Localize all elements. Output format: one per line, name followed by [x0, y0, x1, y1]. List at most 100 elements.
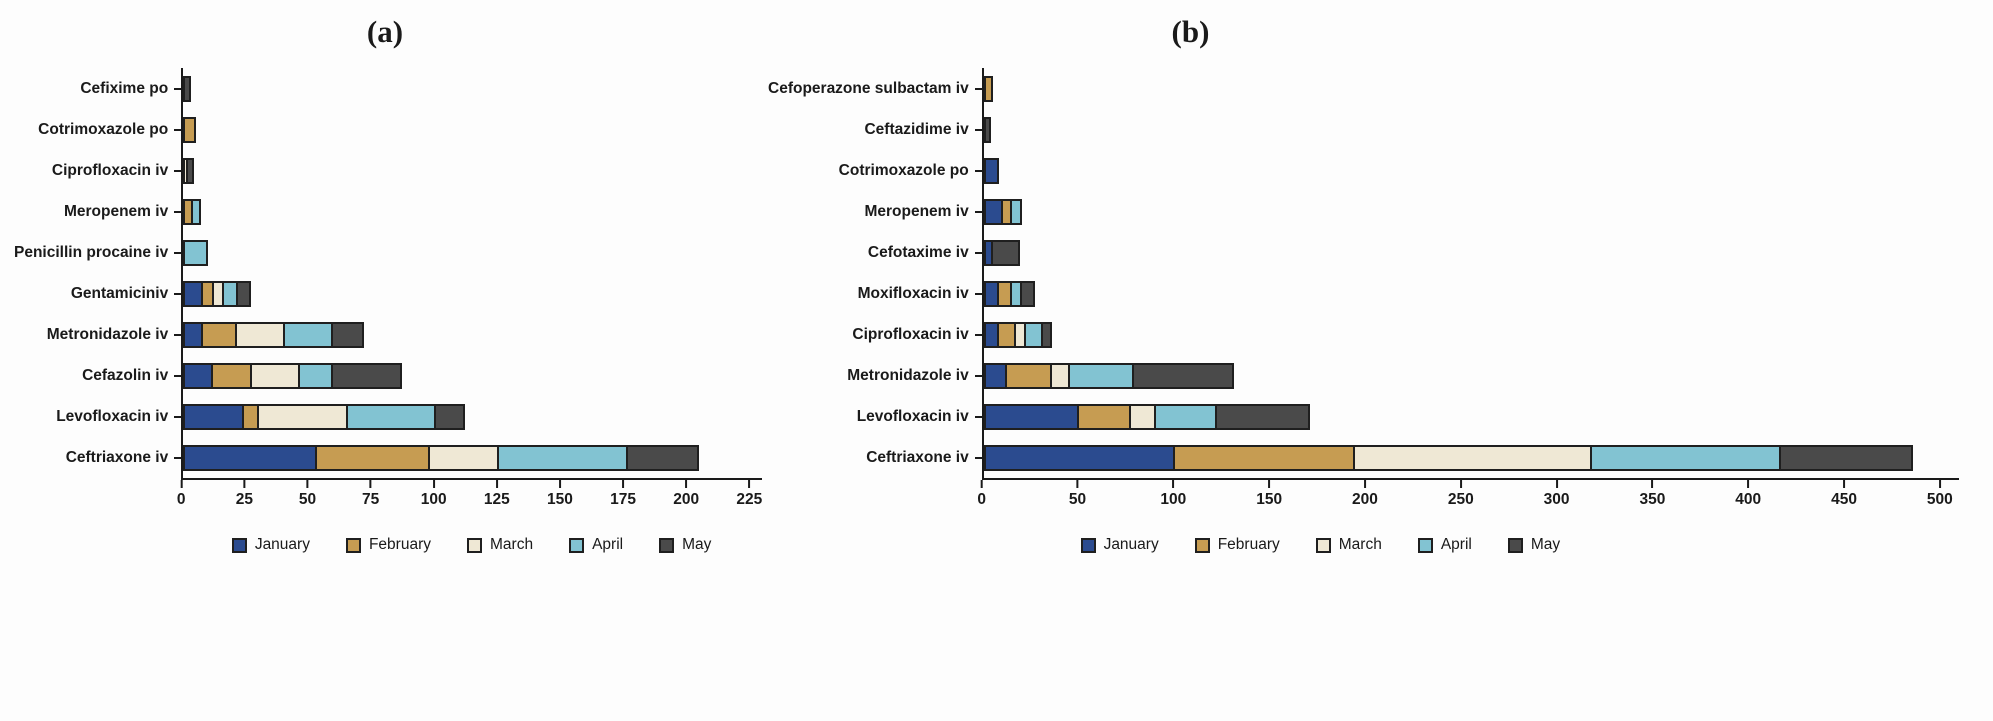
- bar-track: [983, 355, 1959, 396]
- y-axis-labels: Cefixime po Cotrimoxazole po Ciprofloxacin…: [8, 68, 181, 480]
- bar-segment-may: [434, 403, 465, 430]
- bar-segment-march: [257, 403, 348, 430]
- bar-segment-april: [183, 239, 209, 266]
- category-label: Moxifloxacin iv: [762, 273, 982, 314]
- bar-track: [983, 232, 1959, 273]
- x-tick-label: 150: [1256, 491, 1283, 508]
- bar-track: [983, 396, 1959, 437]
- legend: January February March April May: [982, 536, 1659, 554]
- bar-segment-january: [183, 362, 214, 389]
- bar-segment-march: [1352, 444, 1592, 471]
- bar-segment-february: [983, 75, 994, 102]
- x-tick-label: 0: [977, 491, 987, 508]
- bar-segment-april: [1067, 362, 1135, 389]
- legend-swatch-may: [1507, 537, 1523, 553]
- x-tick-label: 175: [610, 491, 637, 508]
- plot-area: [181, 68, 762, 480]
- category-label: Levofloxacin iv: [8, 396, 181, 437]
- bar-segment-april: [496, 444, 628, 471]
- x-tick-label: 50: [1068, 491, 1087, 508]
- x-tick: 250: [1448, 480, 1474, 509]
- chart-panel-b: (b) Cefoperazone sulbactam iv Ceftazidime…: [762, 0, 1993, 721]
- y-axis-labels: Cefoperazone sulbactam iv Ceftazidime iv C…: [762, 68, 982, 480]
- bar-segment-april: [1010, 198, 1022, 225]
- x-tick: 200: [1352, 480, 1378, 509]
- legend-item-march: March: [467, 536, 533, 554]
- x-tick-mark: [1268, 480, 1271, 488]
- x-tick: 50: [299, 480, 316, 509]
- category-label: Ceftazidime iv: [762, 109, 982, 150]
- x-tick-mark: [495, 480, 498, 488]
- category-label: Levofloxacin iv: [762, 396, 982, 437]
- x-tick-mark: [243, 480, 246, 488]
- bar-track: [983, 437, 1959, 478]
- chart-grid-b: Cefoperazone sulbactam iv Ceftazidime iv C…: [762, 68, 1959, 554]
- x-tick-mark: [1555, 480, 1558, 488]
- category-label: Cotrimoxazole po: [762, 150, 982, 191]
- x-tick: 0: [977, 480, 986, 509]
- bar-segment-may: [1040, 321, 1053, 348]
- bar-segment-may: [1778, 444, 1913, 471]
- legend-label: March: [1338, 536, 1382, 553]
- legend-label: April: [1440, 536, 1472, 553]
- x-tick-label: 150: [547, 491, 573, 508]
- x-tick-label: 350: [1639, 491, 1666, 508]
- category-label: Metronidazole iv: [762, 355, 982, 396]
- x-tick: 150: [1256, 480, 1282, 509]
- category-label: Cefoperazone sulbactam iv: [762, 68, 982, 109]
- bar-track: [983, 109, 1959, 150]
- legend-item-january: January: [1080, 536, 1159, 554]
- bar-track: [183, 314, 762, 355]
- x-axis: 0 50 100 150 200 250 300 350 400 450 500: [977, 480, 1959, 516]
- x-tick-mark: [432, 480, 435, 488]
- legend-label: February: [1217, 536, 1280, 553]
- legend-label: January: [1103, 536, 1159, 553]
- axis-spacer: [762, 480, 982, 516]
- x-tick-mark: [685, 480, 688, 488]
- bar-segment-april: [297, 362, 334, 389]
- x-tick: 200: [673, 480, 699, 509]
- legend-item-april: April: [1417, 536, 1472, 554]
- category-label: Cotrimoxazole po: [8, 109, 181, 150]
- bar-segment-april: [1589, 444, 1781, 471]
- x-tick: 150: [547, 480, 573, 509]
- bar-track: [983, 150, 1959, 191]
- bar-segment-may: [625, 444, 699, 471]
- x-tick-label: 300: [1543, 491, 1570, 508]
- bar-segment-april: [191, 198, 202, 225]
- bar-segment-march: [249, 362, 300, 389]
- bar-segment-april: [1153, 403, 1217, 430]
- bar-track: [183, 232, 762, 273]
- x-tick-mark: [1363, 480, 1366, 488]
- x-tick-mark: [622, 480, 625, 488]
- bar-segment-february: [314, 444, 431, 471]
- legend: January February March April May: [181, 536, 762, 554]
- bar-segment-january: [183, 444, 317, 471]
- bar-track: [983, 191, 1959, 232]
- x-tick-mark: [980, 480, 983, 488]
- bar-track: [983, 314, 1959, 355]
- x-tick-mark: [1938, 480, 1941, 488]
- x-tick-label: 225: [736, 491, 763, 508]
- legend-swatch-april: [1417, 537, 1433, 553]
- x-axis: 0 25 50 75 100 125 150 175 200 225: [177, 480, 763, 516]
- x-tick-mark: [306, 480, 309, 488]
- legend-swatch-january: [231, 537, 247, 553]
- legend-label: May: [682, 536, 712, 553]
- x-tick: 0: [177, 480, 186, 509]
- bar-segment-may: [1132, 362, 1234, 389]
- x-tick-label: 500: [1926, 491, 1953, 508]
- legend-swatch-april: [569, 537, 585, 553]
- x-tick-mark: [1076, 480, 1079, 488]
- bar-segment-april: [345, 403, 437, 430]
- bar-segment-february: [1172, 444, 1355, 471]
- x-tick-label: 250: [1447, 491, 1474, 508]
- x-tick-label: 75: [361, 491, 380, 508]
- legend-swatch-may: [659, 537, 675, 553]
- x-tick-label: 50: [298, 491, 317, 508]
- category-label: Cefixime po: [8, 68, 181, 109]
- bar-segment-may: [1019, 280, 1036, 307]
- legend-item-may: May: [659, 536, 711, 554]
- bar-segment-april: [282, 321, 334, 348]
